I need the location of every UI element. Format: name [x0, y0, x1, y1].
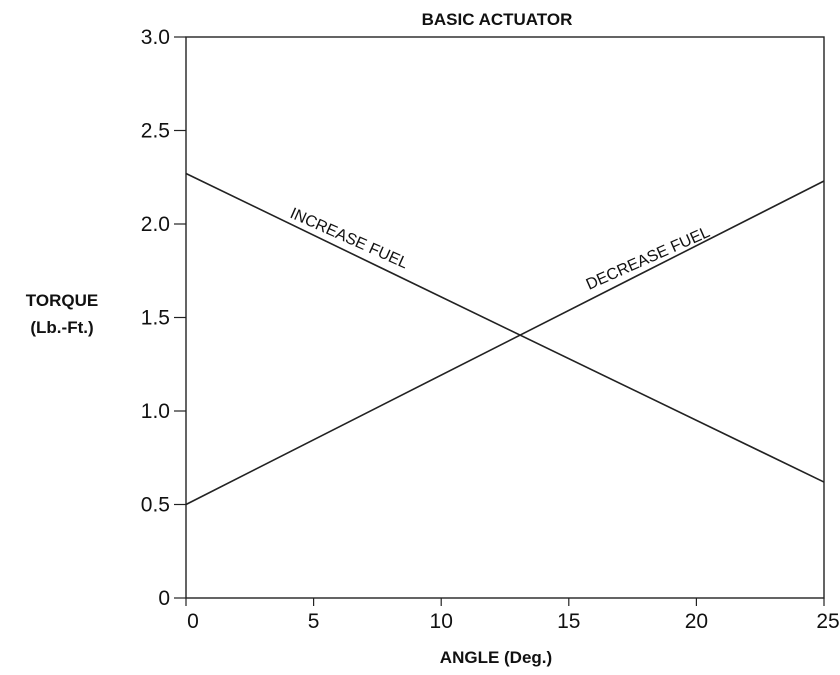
chart-title: BASIC ACTUATOR: [422, 10, 573, 29]
x-tick-label: 5: [308, 610, 320, 633]
y-tick-label: 2.5: [141, 120, 170, 143]
x-tick-label: 15: [557, 610, 580, 633]
y-axis-label-line-1: TORQUE: [26, 291, 98, 310]
series-label-decrease-fuel: DECREASE FUEL: [584, 224, 713, 294]
series-line-increase-fuel: [185, 172, 825, 483]
x-tick-label: 20: [685, 610, 708, 633]
x-axis-ticks: 0 5 10 15 20 25: [185, 598, 840, 633]
y-tick-label: 0.5: [141, 494, 170, 517]
y-tick-label: 0: [158, 587, 170, 610]
y-axis-label-line-2: (Lb.-Ft.): [30, 318, 93, 337]
x-tick-label: 25: [816, 610, 839, 633]
x-axis-label: ANGLE (Deg.): [440, 648, 552, 667]
series-label-increase-fuel: INCREASE FUEL: [287, 205, 410, 272]
y-tick-label: 1.0: [141, 400, 170, 423]
y-tick-label: 3.0: [141, 26, 170, 49]
x-tick-label: 10: [430, 610, 453, 633]
x-tick-label: 0: [187, 610, 199, 633]
plot-frame: [185, 36, 825, 599]
y-tick-label: 1.5: [141, 307, 170, 330]
y-tick-label: 2.0: [141, 213, 170, 236]
series-group: [185, 172, 825, 506]
y-axis-ticks: 0 0.5 1.0 1.5 2.0 2.5 3.0: [141, 26, 186, 610]
series-line-decrease-fuel: [185, 180, 825, 506]
